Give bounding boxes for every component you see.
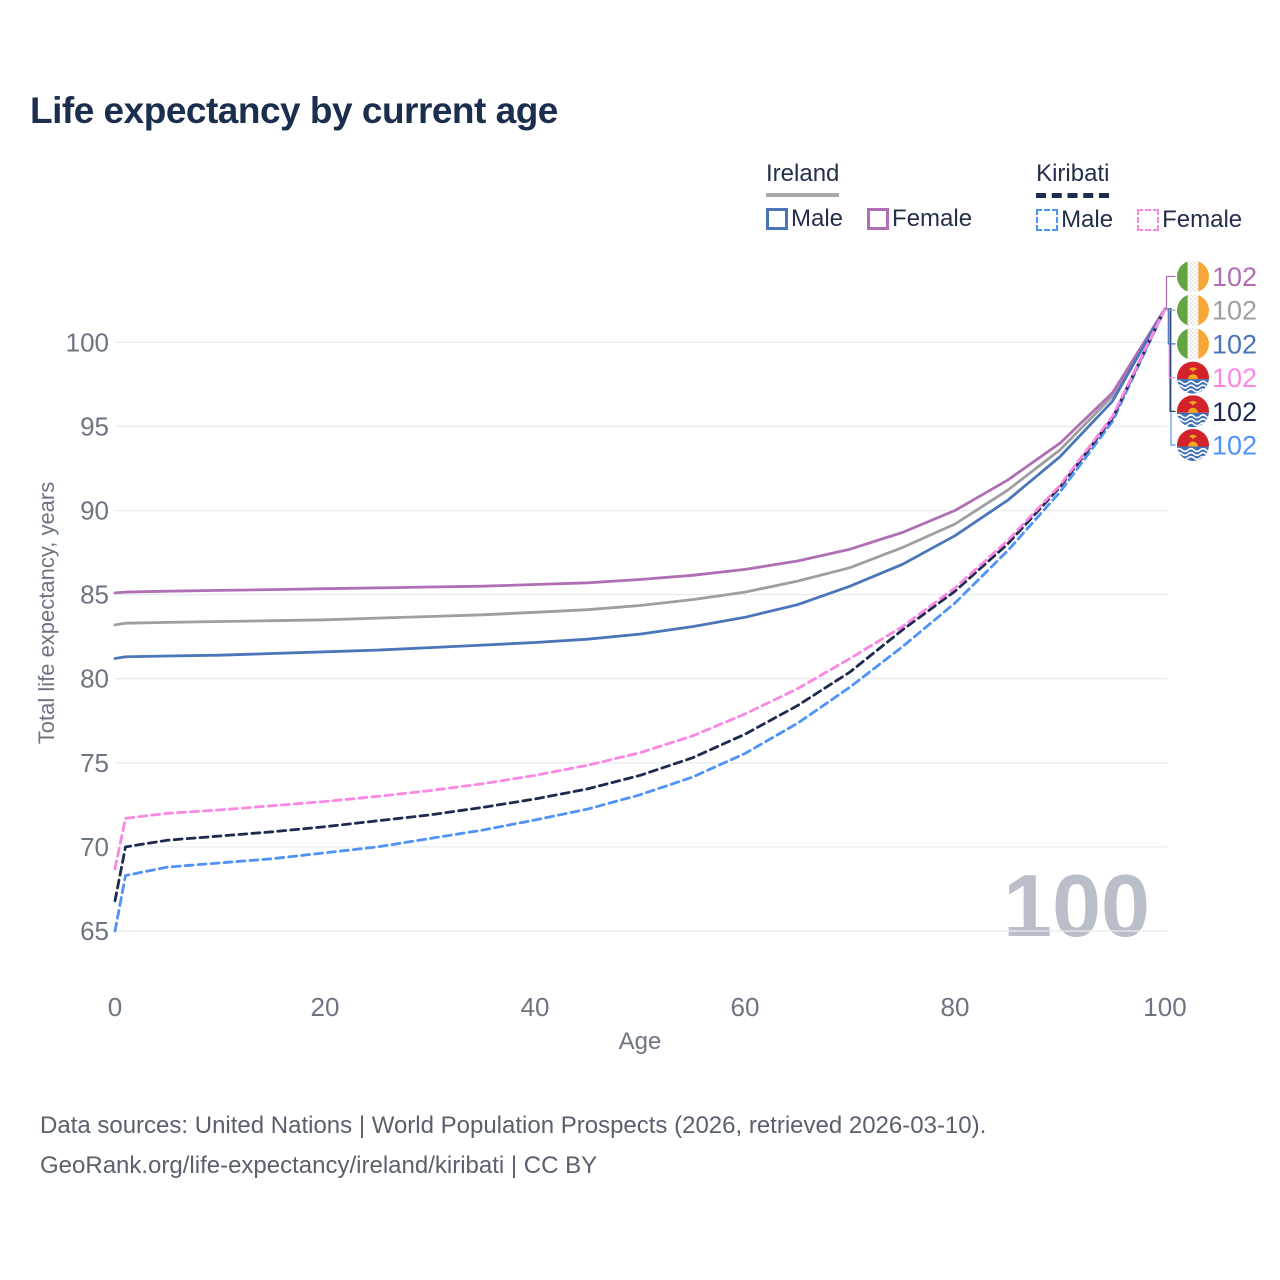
x-tick-label-80: 80 [941, 992, 970, 1022]
axis-tick-labels: 65 70 75 80 85 90 95 100 0 20 40 60 80 100 [66, 327, 1187, 1022]
kiribati-flag-icon [1177, 361, 1209, 394]
x-tick-label-60: 60 [731, 992, 760, 1022]
age-frame-watermark: 100 [1003, 856, 1150, 955]
series-line-ireland-female [113, 307, 1167, 595]
kiribati-flag-icon [1177, 395, 1209, 428]
x-axis-title: Age [618, 1028, 662, 1055]
y-tick-label-65: 65 [80, 916, 109, 946]
series-line-ireland-male [113, 307, 1167, 660]
series-lines [113, 307, 1167, 933]
legend-item-label: Male [1061, 206, 1114, 233]
x-tick-label-100: 100 [1143, 992, 1186, 1022]
page-title: Life expectancy by current age [30, 90, 558, 131]
legend-group-ireland: Ireland Male Female [766, 160, 972, 234]
legend-item-ireland-female[interactable]: Female [867, 205, 972, 233]
y-tick-label-100: 100 [66, 327, 109, 357]
ireland-flag-icon [1177, 327, 1209, 360]
legend-item-ireland-male[interactable]: Male [766, 205, 843, 233]
ireland-flag-icon [1177, 294, 1209, 327]
legend-items-ireland: Male Female [766, 205, 972, 233]
y-tick-label-80: 80 [80, 664, 109, 694]
end-value-label-ireland-male: 102 [1212, 329, 1257, 359]
leader-line-kiribati-both [1165, 308, 1176, 412]
y-axis-title: Total life expectancy, years [34, 481, 59, 745]
data-sources-text: Data sources: United Nations | World Pop… [40, 1112, 987, 1139]
gridlines [115, 341, 1167, 932]
series-line-ireland-both [113, 307, 1167, 627]
end-label-leader-lines [1165, 275, 1176, 446]
x-tick-label-20: 20 [311, 992, 340, 1022]
end-value-label-ireland-both: 102 [1212, 296, 1257, 326]
series-line-kiribati-male [113, 307, 1167, 933]
legend-item-kiribati-female[interactable]: Female [1137, 206, 1242, 234]
end-value-label-kiribati-male: 102 [1212, 431, 1257, 461]
kiribati-flag-icon [1177, 429, 1209, 461]
legend-item-label: Male [791, 205, 844, 232]
legend-header-kiribati[interactable]: Kiribati [1036, 160, 1110, 198]
kiribati-male-swatch-icon [1036, 209, 1059, 231]
legend-item-label: Female [892, 205, 973, 232]
x-tick-label-0: 0 [108, 992, 122, 1022]
legend-group-kiribati: Kiribati Male Female [1036, 160, 1242, 234]
y-tick-label-85: 85 [80, 580, 109, 610]
end-value-label-kiribati-both: 102 [1212, 397, 1257, 427]
legend-item-kiribati-male[interactable]: Male [1036, 206, 1113, 234]
leader-line-ireland-female [1165, 275, 1176, 310]
x-tick-label-40: 40 [521, 992, 550, 1022]
series-line-kiribati-female [113, 307, 1167, 871]
footer: Data sources: United Nations | World Pop… [40, 1106, 986, 1186]
ireland-flag-icon [1177, 260, 1209, 293]
legend: Ireland Male Female Kiribati Male [766, 160, 1242, 234]
y-tick-label-95: 95 [80, 411, 109, 441]
end-value-label-kiribati-female: 102 [1212, 363, 1257, 393]
legend-item-label: Female [1162, 206, 1243, 233]
attribution-link-text[interactable]: GeoRank.org/life-expectancy/ireland/kiri… [40, 1152, 598, 1179]
end-value-label-ireland-female: 102 [1212, 262, 1257, 292]
legend-header-ireland[interactable]: Ireland [766, 160, 840, 197]
kiribati-female-swatch-icon [1137, 209, 1160, 231]
legend-items-kiribati: Male Female [1036, 206, 1242, 234]
series-line-kiribati-both [113, 307, 1167, 903]
ireland-male-swatch-icon [766, 208, 788, 230]
y-tick-label-75: 75 [80, 748, 109, 778]
y-tick-label-70: 70 [80, 832, 109, 862]
ireland-female-swatch-icon [867, 208, 890, 230]
y-tick-label-90: 90 [80, 496, 109, 526]
